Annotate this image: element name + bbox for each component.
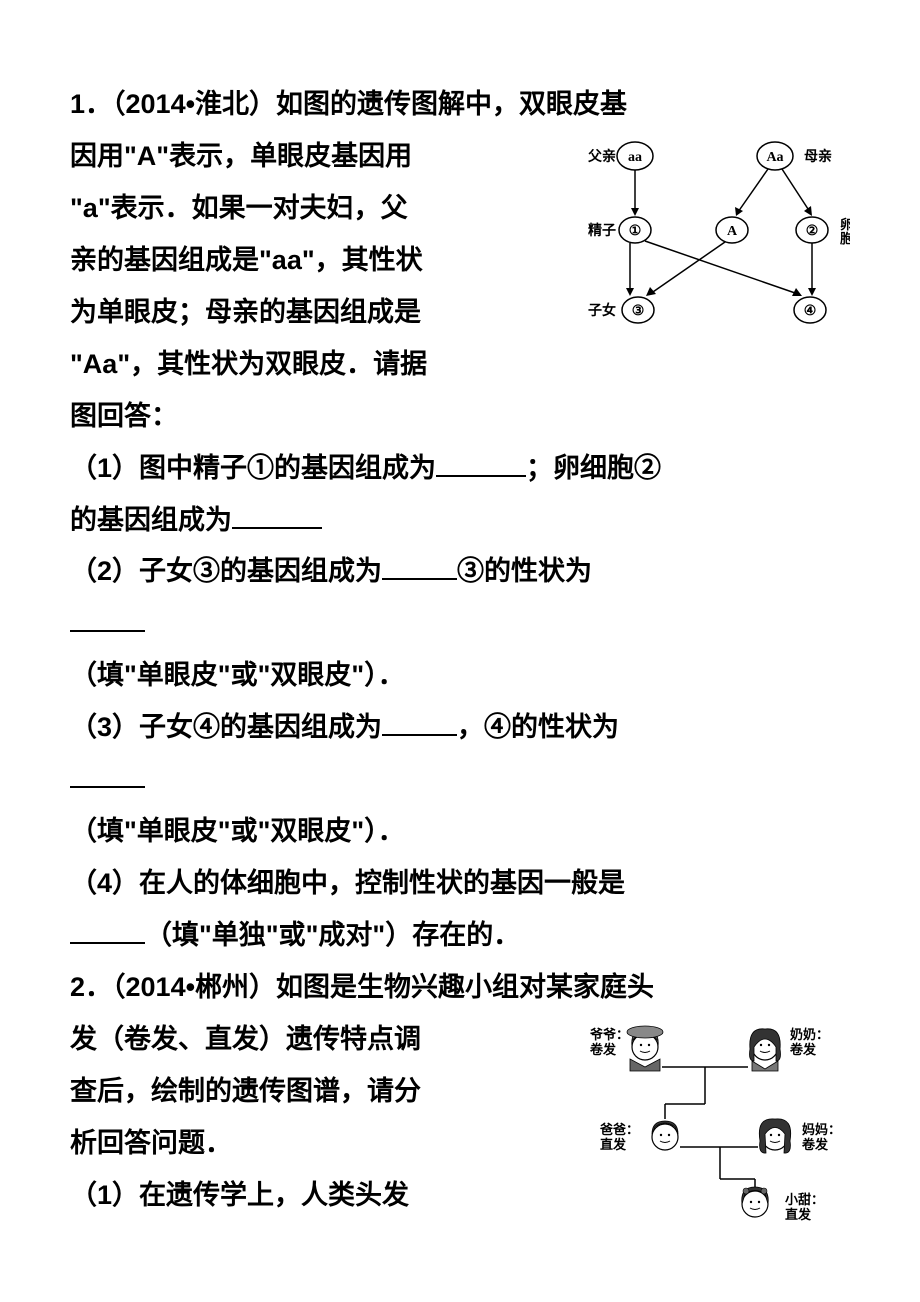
q1-p1-cont: 的基因组成为 bbox=[70, 496, 850, 546]
q1-p3c: （填"单眼皮"或"双眼皮"）． bbox=[70, 807, 850, 857]
sperm-label: 精子 bbox=[588, 222, 616, 239]
q1-p1a: （1）图中精子①的基因组成为 bbox=[70, 453, 436, 483]
q2-line1: 2．（2014•郴州）如图是生物兴趣小组对某家庭头 bbox=[70, 963, 850, 1013]
q1-p4b: （填"单独"或"成对"）存在的． bbox=[145, 920, 520, 950]
child-label: 子女 bbox=[588, 302, 616, 319]
egg-label: 卵细 bbox=[840, 217, 850, 232]
blank-egg-genotype bbox=[232, 499, 322, 529]
pedigree-diagram-svg: 爷爷： 卷发 奶奶： 卷发 爸爸： 直发 bbox=[590, 1019, 850, 1229]
q1-p1: （1）图中精子①的基因组成为 ；卵细胞② bbox=[70, 444, 850, 494]
q1-p3a: （3）子女④的基因组成为 bbox=[70, 712, 382, 742]
father-trait: 直发 bbox=[600, 1137, 627, 1152]
q1-p3b: ，④的性状为 bbox=[457, 712, 619, 742]
q1-p3-blank bbox=[70, 755, 850, 805]
blank-child4-trait bbox=[70, 759, 145, 789]
q1-p1b: ；卵细胞② bbox=[526, 453, 661, 483]
q1-line1: 1．（2014•淮北）如图的遗传图解中，双眼皮基 bbox=[70, 80, 850, 130]
q1-p1c: 的基因组成为 bbox=[70, 505, 232, 535]
grandma-label: 奶奶： bbox=[789, 1027, 829, 1042]
q1-p4a: （4）在人的体细胞中，控制性状的基因一般是 bbox=[70, 859, 850, 909]
mother-label: 母亲 bbox=[804, 148, 832, 165]
q2-diagram: 爷爷： 卷发 奶奶： 卷发 爸爸： 直发 bbox=[590, 1019, 850, 1229]
svg-text:胞: 胞 bbox=[839, 231, 850, 246]
child3-num: ③ bbox=[632, 304, 645, 319]
mother-genotype: Aa bbox=[766, 150, 783, 165]
q1-p2c: （填"单眼皮"或"双眼皮"）． bbox=[70, 651, 850, 701]
q1-line7: 图回答： bbox=[70, 392, 850, 442]
blank-gene-pairing bbox=[70, 914, 145, 944]
child-label: 小甜： bbox=[785, 1192, 824, 1207]
q1-p2: （2）子女③的基因组成为 ③的性状为 bbox=[70, 547, 850, 597]
q1-p3: （3）子女④的基因组成为 ，④的性状为 bbox=[70, 703, 850, 753]
father-label: 父亲 bbox=[587, 148, 616, 165]
blank-child3-trait bbox=[70, 603, 145, 633]
egg-A: A bbox=[727, 224, 738, 239]
sperm-num: ① bbox=[629, 224, 642, 239]
mother-label: 妈妈： bbox=[802, 1122, 841, 1137]
q1-p2-blank bbox=[70, 599, 850, 649]
blank-sperm-genotype bbox=[436, 447, 526, 477]
grandma-trait: 卷发 bbox=[790, 1042, 817, 1057]
document-body: 1．（2014•淮北）如图的遗传图解中，双眼皮基 aa 父亲 Aa 母亲 ① 精… bbox=[70, 80, 850, 1221]
q1-diagram: aa 父亲 Aa 母亲 ① 精子 A ② 卵细 胞 bbox=[580, 136, 850, 336]
q1-p2a: （2）子女③的基因组成为 bbox=[70, 556, 382, 586]
mother-trait: 卷发 bbox=[802, 1137, 829, 1152]
egg-num: ② bbox=[806, 224, 819, 239]
father-genotype: aa bbox=[628, 150, 642, 165]
child-trait: 直发 bbox=[785, 1207, 812, 1222]
q1-p2b: ③的性状为 bbox=[457, 556, 592, 586]
grandpa-trait: 卷发 bbox=[590, 1042, 617, 1057]
genetics-diagram-svg: aa 父亲 Aa 母亲 ① 精子 A ② 卵细 胞 bbox=[580, 136, 850, 336]
q1-p4-cont: （填"单独"或"成对"）存在的． bbox=[70, 911, 850, 961]
father-label: 爸爸： bbox=[599, 1122, 639, 1137]
blank-child3-genotype bbox=[382, 551, 457, 581]
q1-line6: "Aa"，其性状为双眼皮．请据 bbox=[70, 340, 850, 390]
child4-num: ④ bbox=[804, 304, 817, 319]
blank-child4-genotype bbox=[382, 707, 457, 737]
grandpa-label: 爷爷： bbox=[590, 1027, 629, 1042]
